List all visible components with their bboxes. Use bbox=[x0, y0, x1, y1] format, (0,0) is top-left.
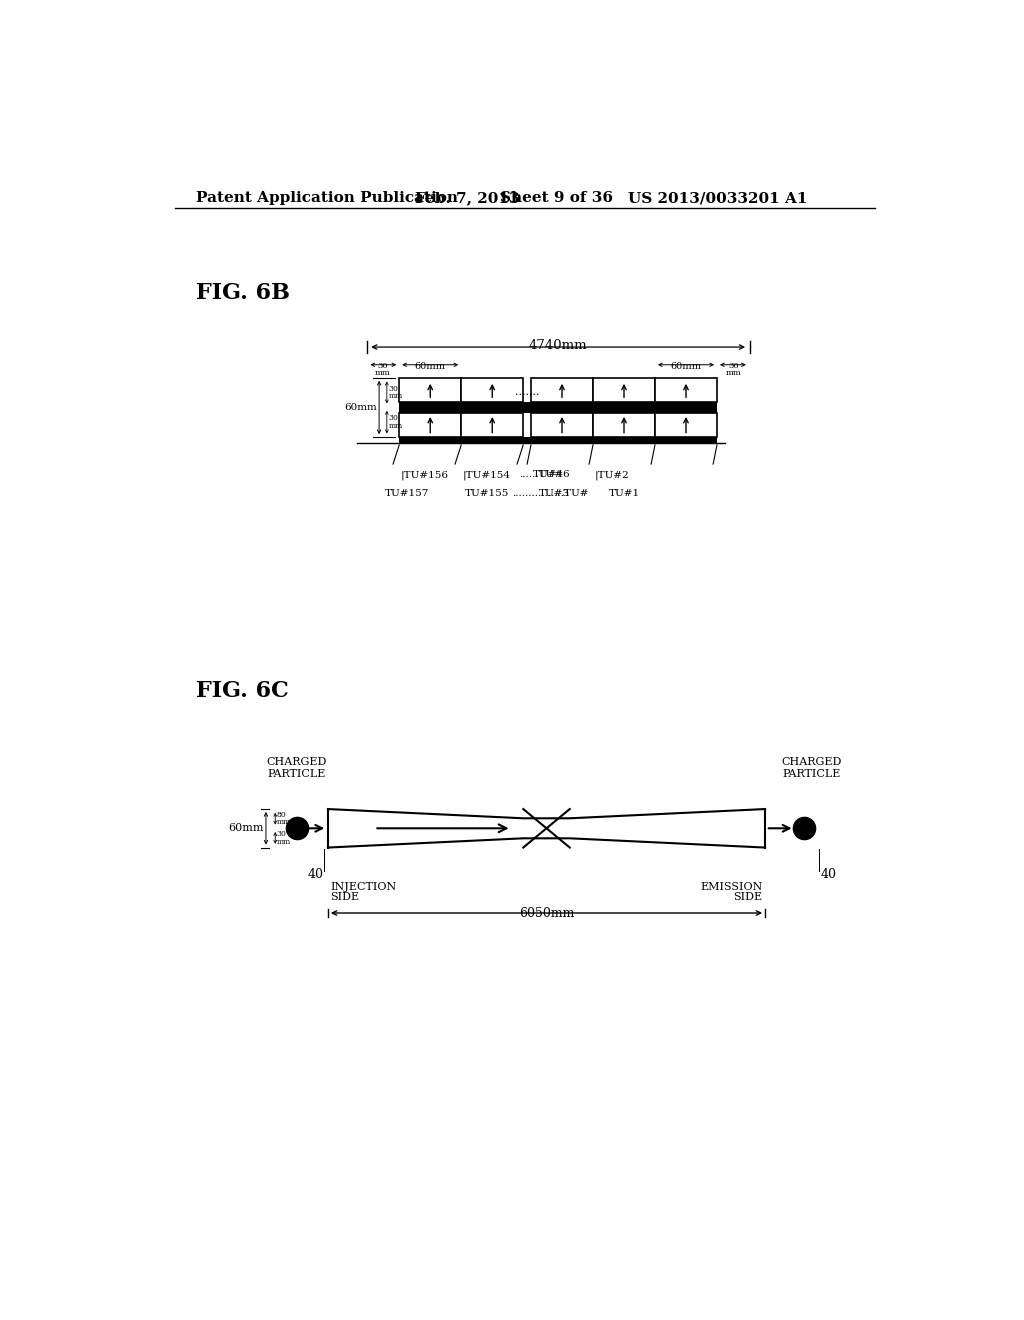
Text: INJECTION
SIDE: INJECTION SIDE bbox=[331, 882, 396, 902]
Text: 60mm: 60mm bbox=[344, 403, 377, 412]
Bar bbox=[531, 378, 593, 401]
Text: 30
mm: 30 mm bbox=[375, 362, 391, 378]
Bar bbox=[655, 413, 717, 437]
Text: 40: 40 bbox=[821, 869, 837, 880]
Text: FIG. 6B: FIG. 6B bbox=[197, 282, 290, 304]
Text: TU#4: TU#4 bbox=[532, 470, 563, 479]
Text: TU#1: TU#1 bbox=[608, 490, 640, 499]
Text: CHARGED
PARTICLE: CHARGED PARTICLE bbox=[267, 758, 327, 779]
Text: |TU#154: |TU#154 bbox=[463, 470, 511, 479]
Bar bbox=[461, 378, 523, 401]
Bar bbox=[531, 413, 593, 437]
Text: FIG. 6C: FIG. 6C bbox=[197, 680, 289, 702]
Bar bbox=[593, 413, 655, 437]
Text: .......: ....... bbox=[515, 388, 540, 397]
Text: |TU#2: |TU#2 bbox=[595, 470, 630, 479]
Text: ................TU#: ................TU# bbox=[512, 490, 588, 499]
Bar bbox=[399, 401, 717, 412]
Text: ......TU#6: ......TU#6 bbox=[519, 470, 570, 479]
Text: TU#155: TU#155 bbox=[465, 490, 510, 499]
Text: 6050mm: 6050mm bbox=[519, 907, 574, 920]
Bar bbox=[593, 378, 655, 401]
Text: 30
mm: 30 mm bbox=[388, 414, 402, 430]
Text: 40: 40 bbox=[307, 869, 324, 880]
Text: 30
mm: 30 mm bbox=[388, 385, 402, 400]
Text: TU#3: TU#3 bbox=[539, 490, 570, 499]
Text: 30
mm: 30 mm bbox=[276, 830, 291, 846]
Bar bbox=[399, 437, 717, 444]
Bar bbox=[399, 378, 461, 401]
Text: |TU#156: |TU#156 bbox=[400, 470, 449, 479]
Bar bbox=[655, 378, 717, 401]
Text: US 2013/0033201 A1: US 2013/0033201 A1 bbox=[628, 191, 807, 206]
Text: 80
mm: 80 mm bbox=[276, 810, 291, 826]
Text: 30
mm: 30 mm bbox=[725, 362, 741, 378]
Text: Patent Application Publication: Patent Application Publication bbox=[197, 191, 458, 206]
Text: CHARGED
PARTICLE: CHARGED PARTICLE bbox=[781, 758, 842, 779]
Text: EMISSION
SIDE: EMISSION SIDE bbox=[700, 882, 763, 902]
Bar bbox=[399, 413, 461, 437]
Text: TU#157: TU#157 bbox=[385, 490, 430, 499]
Text: Feb. 7, 2013: Feb. 7, 2013 bbox=[415, 191, 519, 206]
Text: 60mm: 60mm bbox=[228, 824, 263, 833]
Text: 60mm: 60mm bbox=[415, 362, 445, 371]
Bar bbox=[461, 413, 523, 437]
Text: Sheet 9 of 36: Sheet 9 of 36 bbox=[500, 191, 613, 206]
Text: 4740mm: 4740mm bbox=[528, 339, 588, 352]
Text: 60mm: 60mm bbox=[671, 362, 701, 371]
